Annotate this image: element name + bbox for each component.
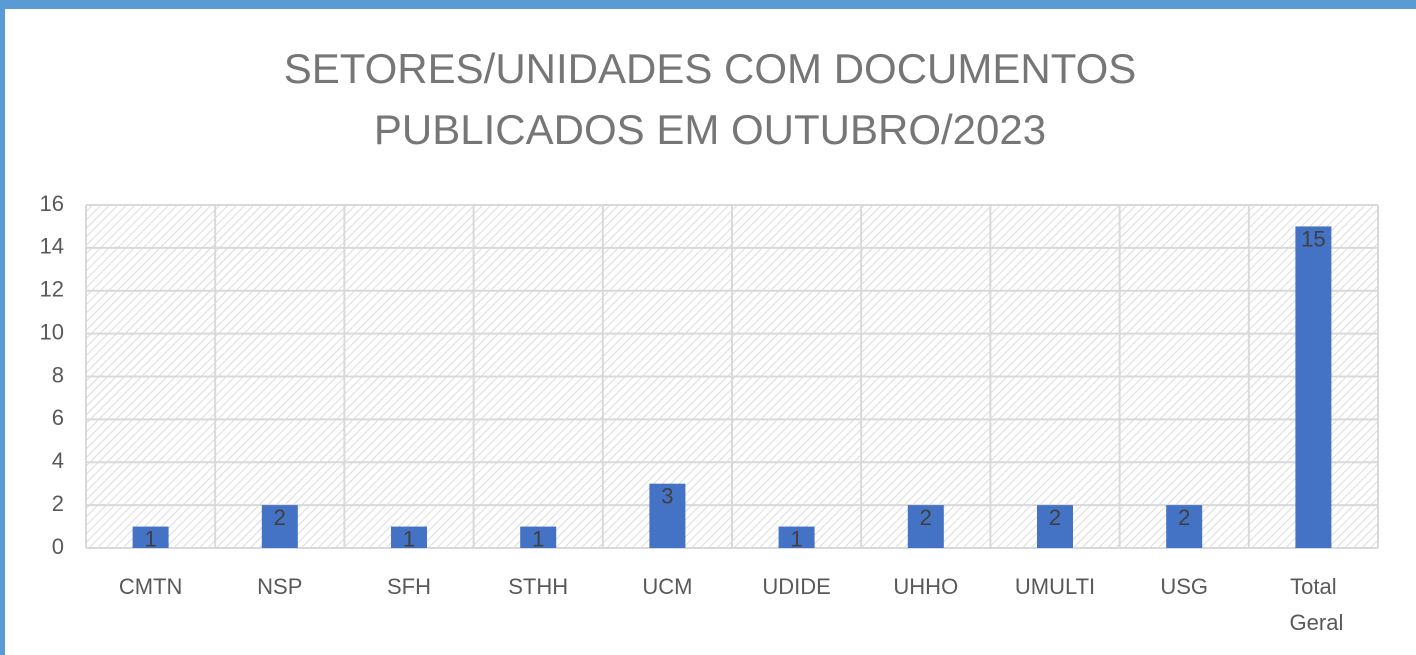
x-tick-label: SFH [387, 574, 431, 599]
y-tick-label: 12 [40, 277, 64, 302]
x-tick-label: Total Geral [1283, 574, 1343, 635]
data-label: 2 [920, 505, 932, 530]
bar [391, 526, 427, 548]
bar [649, 483, 686, 548]
chart-title-line: PUBLICADOS EM OUTUBRO/2023 [374, 106, 1046, 153]
x-tick-label: STHH [508, 574, 568, 599]
y-tick-label: 14 [40, 234, 64, 259]
y-tick-label: 16 [40, 191, 64, 216]
bar [1166, 505, 1203, 548]
data-label: 1 [532, 526, 544, 551]
y-tick-label: 8 [52, 362, 64, 387]
data-label: 15 [1301, 226, 1325, 251]
chart-title-line: SETORES/UNIDADES COM DOCUMENTOS [284, 45, 1137, 92]
x-tick-label: CMTN [119, 574, 183, 599]
y-tick-label: 10 [40, 319, 64, 344]
bar [1037, 505, 1073, 548]
y-tick-label: 2 [52, 491, 64, 516]
x-tick-label: UHHO [893, 574, 958, 599]
bar [778, 526, 815, 548]
x-tick-label: USG [1160, 574, 1208, 599]
data-label: 1 [790, 526, 802, 551]
y-tick-label: 4 [52, 448, 64, 473]
bar [261, 505, 298, 548]
x-tick-label: NSP [257, 574, 302, 599]
data-label: 1 [144, 526, 156, 551]
y-tick-label: 6 [52, 405, 64, 430]
bar [520, 526, 557, 548]
x-tick-label: UCM [642, 574, 692, 599]
data-label: 2 [1178, 505, 1190, 530]
data-label: 2 [1049, 505, 1061, 530]
x-tick-label: UMULTI [1015, 574, 1095, 599]
data-label: 2 [274, 505, 286, 530]
data-label: 1 [403, 526, 415, 551]
bar [1295, 226, 1332, 548]
bar [907, 505, 944, 548]
y-tick-label: 0 [52, 534, 64, 559]
bar [132, 526, 169, 548]
data-label: 3 [661, 484, 673, 509]
x-tick-label: UDIDE [762, 574, 830, 599]
